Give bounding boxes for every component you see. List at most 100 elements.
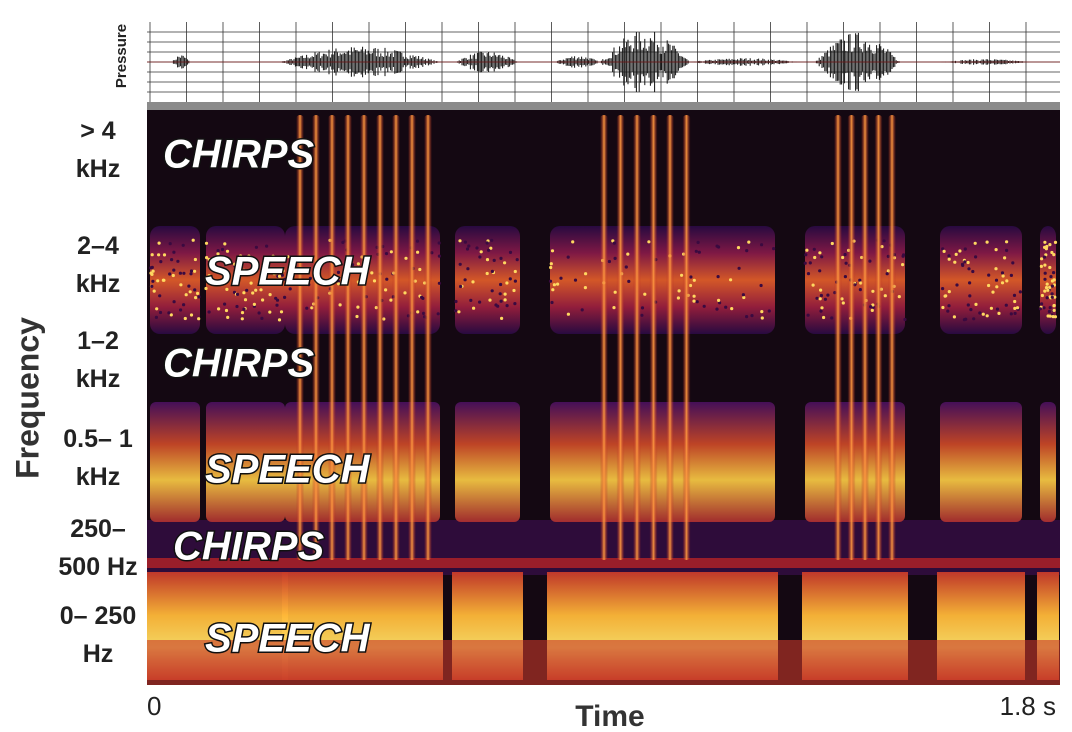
speckle [509,277,512,280]
speckle [471,280,474,283]
band-annotation: CHIRPS [163,133,314,177]
speckle [276,299,279,302]
x-tick-label: 0 [147,691,161,721]
speckle [809,261,812,264]
speckle [812,284,815,287]
speckle [1040,302,1043,305]
speckle [995,248,998,251]
chirp [296,115,304,560]
chirp [650,115,658,560]
speckle [253,303,256,306]
speckle [385,278,388,281]
speckle [986,314,989,317]
speckle [819,297,822,300]
speckle [1041,294,1044,297]
speech-05-1k [550,402,775,522]
speckle [156,279,159,282]
speckle [994,267,997,270]
speckle [197,295,200,298]
speckle [551,249,554,252]
speckle [504,293,507,296]
speckle [964,247,967,250]
speckle [742,296,745,299]
speckle [955,253,958,256]
speckle [1001,271,1004,274]
speckle [487,249,490,252]
speckle [1013,300,1016,303]
speckle [192,239,195,242]
speckle [948,290,951,293]
speckle [982,313,985,316]
speckle [280,310,283,313]
speckle [189,272,192,275]
y-axis-label: Frequency [9,317,45,479]
speckle [170,258,173,261]
speckle [947,304,950,307]
speckle [968,294,971,297]
speckle [978,311,981,314]
chirp [312,115,320,560]
speckle [205,242,208,245]
speckle [869,305,872,308]
speckle [550,262,553,265]
speckle [420,296,423,299]
speckle [972,317,975,320]
speckle [197,317,200,320]
speckle [1016,306,1019,309]
speckle [844,253,847,256]
speckle [1049,306,1052,309]
speckle [1048,266,1051,269]
speckle [986,241,989,244]
speckle [842,301,845,304]
speckle [695,250,698,253]
speckle [549,280,552,283]
chirp [683,115,691,560]
speckle [871,290,874,293]
speech-2-4k [940,226,1022,334]
speckle [506,304,509,307]
speckle [416,310,419,313]
speckle [944,295,947,298]
speckle [488,299,491,302]
speckle [305,307,308,310]
speckle [730,307,733,310]
speckle [967,261,970,264]
speckle [883,239,886,242]
speckle [1048,243,1051,246]
speckle [745,315,748,318]
speckle [750,314,753,317]
speckle [464,241,467,244]
waveform-label: Pressure [113,24,130,88]
speckle [990,307,993,310]
speckle [1001,281,1004,284]
speckle [151,280,154,283]
speckle [459,263,462,266]
chirp [861,115,869,560]
speckle [1042,306,1045,309]
speckle [747,241,750,244]
speckle [235,305,238,308]
speckle [1044,272,1047,275]
speckle [356,306,359,309]
band-annotation: CHIRPS [173,525,324,569]
speckle [500,300,503,303]
speckle [1010,312,1013,315]
speckle [173,300,176,303]
speckle [703,305,706,308]
speckle [625,265,628,268]
speckle [901,263,904,266]
speckle [150,285,153,288]
speech-2-4k [550,226,775,334]
speckle [384,288,387,291]
speckle [844,275,847,278]
speckle [172,269,175,272]
speckle [283,296,286,299]
speckle [969,308,972,311]
speech-05-1k [1040,402,1056,522]
speckle [1043,241,1046,244]
band-annotation: SPEECH [205,617,371,661]
speckle [830,316,833,319]
speckle [486,241,489,244]
speckle [503,261,506,264]
speckle [478,301,481,304]
